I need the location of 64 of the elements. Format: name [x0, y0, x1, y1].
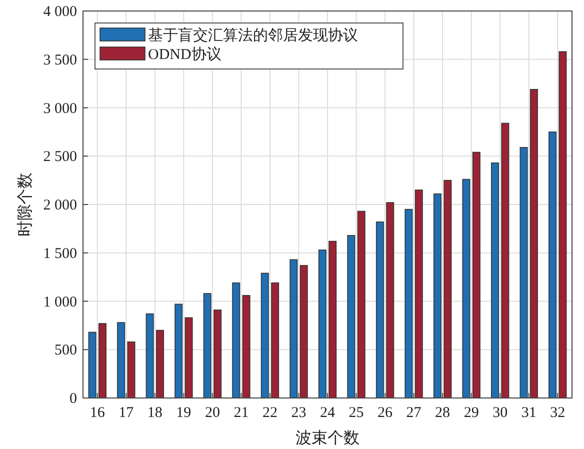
x-tick-label: 22 [262, 405, 278, 421]
bar [271, 282, 280, 398]
y-tick-label: 500 [54, 342, 77, 359]
bar [127, 341, 136, 398]
x-tick-label: 28 [435, 405, 450, 421]
x-tick-label: 32 [550, 405, 566, 421]
bar [156, 330, 164, 398]
y-tick-label: 1 000 [43, 294, 77, 310]
bar [88, 332, 96, 398]
x-axis-title: 波束个数 [296, 429, 360, 447]
x-tick-label: 30 [492, 405, 508, 421]
x-tick-label: 17 [118, 405, 134, 421]
bar [347, 235, 356, 398]
y-axis-title: 时隙个数 [16, 172, 34, 236]
legend-label: 基于盲交汇算法的邻居发现协议 [148, 27, 358, 44]
y-tick-label: 2 500 [43, 149, 77, 166]
bar [290, 259, 298, 398]
legend-label: ODND协议 [148, 46, 222, 63]
bar [386, 202, 394, 398]
x-tick-label: 26 [378, 405, 394, 421]
bar [357, 210, 366, 398]
bar [146, 313, 154, 398]
x-tick-label: 29 [464, 405, 479, 421]
bar [203, 293, 212, 398]
x-tick-label: 31 [521, 405, 536, 421]
bar [520, 147, 528, 398]
x-tick-label: 20 [204, 405, 220, 421]
y-tick-label: 2 000 [43, 198, 77, 214]
x-tick-label: 16 [90, 405, 106, 421]
x-tick-label: 27 [406, 405, 422, 421]
bar [444, 180, 452, 398]
bar [490, 162, 499, 398]
bar [530, 88, 538, 398]
bar [558, 51, 567, 398]
x-tick-label: 21 [234, 405, 249, 421]
x-tick-label: 18 [147, 405, 162, 421]
bar [318, 250, 326, 398]
y-tick-label: 4 000 [43, 4, 77, 20]
x-tick-label: 24 [320, 405, 336, 421]
y-tick-label: 3 000 [43, 100, 77, 117]
bar [414, 190, 423, 398]
bar [174, 304, 183, 398]
y-tick-label: 0 [70, 391, 77, 407]
bar [472, 152, 480, 398]
y-tick-label: 1 500 [43, 246, 77, 262]
bar [462, 178, 470, 398]
bar [548, 132, 557, 398]
bar [214, 310, 222, 398]
bar [404, 208, 413, 398]
bar [501, 122, 510, 398]
x-tick-label: 25 [348, 405, 364, 421]
bar [117, 322, 126, 398]
bar [328, 240, 337, 398]
bar [260, 272, 269, 398]
bar [300, 265, 308, 398]
bar [242, 295, 250, 398]
x-tick-label: 19 [176, 405, 192, 421]
bar [184, 317, 193, 398]
bar [376, 222, 384, 398]
x-tick-label: 23 [291, 405, 306, 421]
bar [232, 282, 240, 398]
bar [433, 193, 442, 398]
y-tick-label: 3 500 [43, 52, 77, 68]
bar [98, 323, 106, 398]
